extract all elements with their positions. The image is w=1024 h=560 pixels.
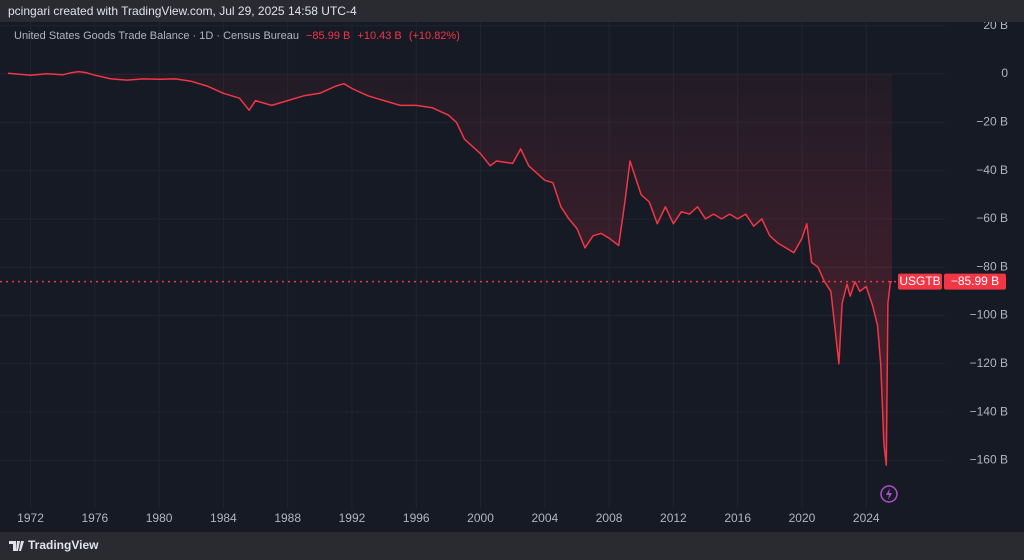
legend-title: United States Goods Trade Balance · 1D ·…: [14, 30, 299, 42]
line: [7, 70, 892, 466]
series-tag-name: USGTB: [899, 274, 940, 288]
x-tick-label: 1972: [17, 511, 44, 525]
y-tick-label: −140 B: [970, 404, 1008, 418]
brand: TradingView: [28, 538, 99, 552]
y-tick-label: −160 B: [970, 453, 1008, 467]
x-tick-label: 2012: [660, 511, 687, 525]
series-tag: [898, 273, 942, 290]
x-tick-label: 1980: [146, 511, 173, 525]
credit: pcingari created with TradingView.com, J…: [8, 4, 357, 18]
x-tick-label: 2016: [724, 511, 751, 525]
y-tick-label: −40 B: [976, 163, 1008, 177]
x-tick-label: 2008: [596, 511, 623, 525]
x-tick-label: 2004: [531, 511, 558, 525]
y-tick-label: −20 B: [976, 114, 1008, 128]
header-bar: [0, 0, 1024, 22]
y-tick-label: −120 B: [970, 356, 1008, 370]
y-tick-label: −80 B: [976, 259, 1008, 273]
event-icon[interactable]: [880, 485, 898, 503]
x-tick-label: 2024: [853, 511, 880, 525]
price-tag-label: −85.99 B: [951, 274, 999, 288]
x-tick-label: 2020: [789, 511, 816, 525]
y-tick-label: −60 B: [976, 211, 1008, 225]
x-tick-label: 1976: [81, 511, 108, 525]
y-tick-label: 0: [1001, 66, 1008, 80]
price-tag: [944, 273, 1006, 290]
legend-change: +10.43 B: [357, 30, 401, 42]
area-fill: [8, 71, 892, 466]
x-tick-label: 1996: [403, 511, 430, 525]
x-tick-label: 1988: [274, 511, 301, 525]
legend-change-pct: (+10.82%): [409, 30, 460, 42]
x-tick-label: 2000: [467, 511, 494, 525]
event-bolt: [886, 488, 892, 500]
x-tick-label: 1992: [339, 511, 366, 525]
y-tick-label: −100 B: [970, 308, 1008, 322]
plot: 20 B0−20 B−40 B−60 B−80 B−100 B−120 B−14…: [0, 18, 1008, 525]
legend: United States Goods Trade Balance · 1D ·…: [14, 30, 460, 42]
legend-last: −85.99 B: [306, 30, 350, 42]
footer-bar: [0, 532, 1024, 560]
x-tick-label: 1984: [210, 511, 237, 525]
logo-icon: [9, 541, 24, 551]
